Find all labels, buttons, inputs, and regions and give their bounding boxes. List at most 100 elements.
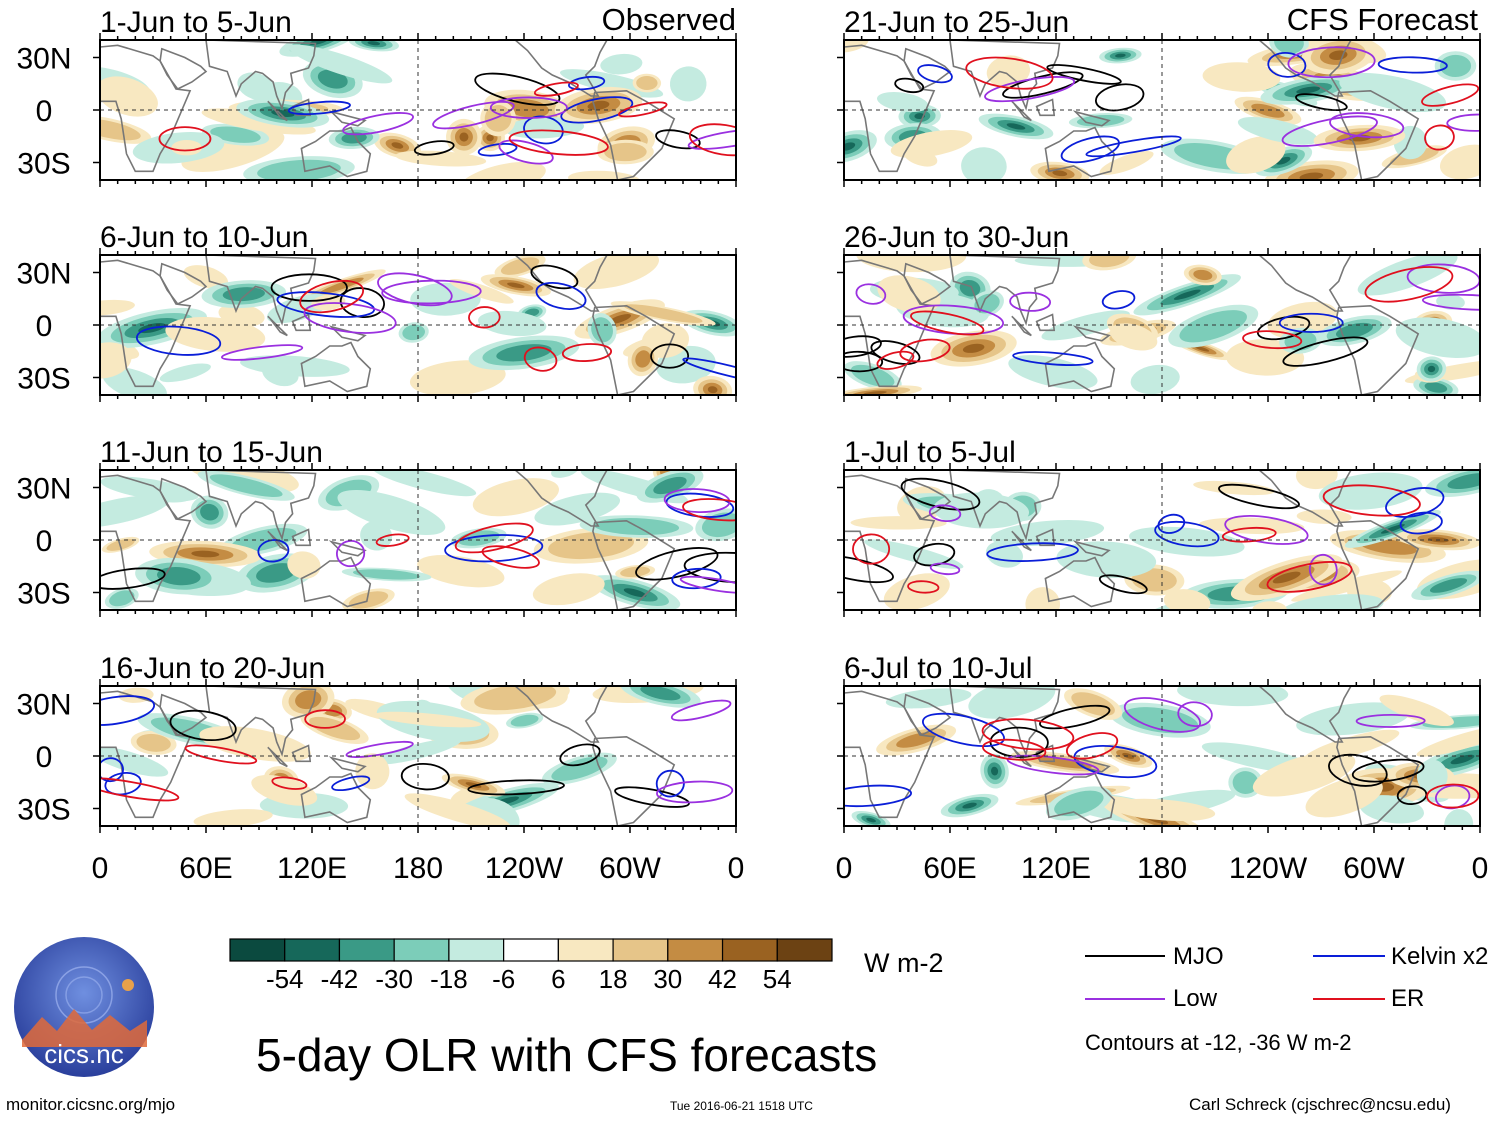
coastline <box>1011 315 1032 337</box>
contour-low <box>377 272 453 307</box>
contour-er <box>965 56 1054 90</box>
contour-er <box>876 350 915 370</box>
positive-anomaly <box>1226 136 1286 174</box>
positive-anomaly <box>1416 724 1480 757</box>
negative-anomaly <box>962 802 977 809</box>
site-link[interactable]: monitor.cicsnc.org/mjo <box>6 1095 176 1114</box>
contour-er <box>100 777 180 802</box>
positive-anomaly <box>1305 776 1383 818</box>
contour-mjo <box>1046 64 1122 85</box>
colorbar-swatch <box>393 938 450 962</box>
negative-anomaly <box>1429 578 1468 593</box>
contour-er <box>1065 732 1119 760</box>
positive-anomaly <box>604 142 647 162</box>
contour-er <box>454 522 534 554</box>
contour-mjo <box>894 77 925 94</box>
contour-er <box>304 709 346 729</box>
y-tick-label: 30S <box>17 794 70 827</box>
contour-kelvin-x2 <box>477 142 518 157</box>
positive-anomaly <box>484 104 512 132</box>
positive-anomaly <box>532 573 605 606</box>
colorbar: -54 -42 -30 -18 -6 6 18 30 42 54 <box>229 938 833 994</box>
negative-anomaly <box>1232 771 1259 794</box>
positive-anomaly <box>507 282 525 289</box>
contour-kelvin-x2 <box>135 325 222 356</box>
contour-er <box>1322 484 1421 517</box>
coastline <box>592 304 676 395</box>
figure-title: 5-day OLR with CFS forecasts <box>256 1029 878 1081</box>
positive-anomaly <box>474 686 557 711</box>
colorbar-label: -30 <box>375 964 413 994</box>
contour-mjo <box>844 335 882 358</box>
contour-mjo <box>844 350 884 373</box>
coastline <box>844 259 936 388</box>
contour-kelvin-x2 <box>276 291 376 318</box>
contour-mjo <box>270 273 348 302</box>
positive-anomaly <box>986 55 1031 88</box>
observed-label: Observed <box>601 2 736 37</box>
contour-er <box>1266 561 1353 593</box>
contour-kelvin-x2 <box>1385 487 1445 518</box>
colorbar-swatch <box>448 938 505 962</box>
coastline <box>267 315 288 337</box>
coastline <box>592 519 676 610</box>
positive-anomaly <box>635 350 651 368</box>
coastline <box>159 693 208 737</box>
panel-label: 1-Jun to 5-Jun <box>100 6 292 39</box>
contour-mjo <box>474 72 561 106</box>
contour-low <box>221 344 304 361</box>
contour-er <box>682 498 736 522</box>
contour-kelvin-x2 <box>104 772 142 796</box>
coastline <box>159 477 208 521</box>
negative-anomaly <box>1416 759 1448 793</box>
panel-6: 26-Jun to 30-Jun <box>837 221 1481 402</box>
negative-anomaly <box>1054 790 1104 817</box>
negative-anomaly <box>222 287 265 302</box>
contour-er <box>561 343 613 362</box>
negative-anomaly <box>1447 473 1480 490</box>
negative-anomaly <box>100 495 169 529</box>
panel-5: 21-Jun to 25-Jun <box>837 6 1481 187</box>
positive-anomaly <box>409 360 506 395</box>
contour-low <box>1009 291 1052 312</box>
panel-label: 21-Jun to 25-Jun <box>844 6 1069 39</box>
positive-anomaly <box>100 299 135 316</box>
negative-anomaly <box>866 817 876 823</box>
contour-mjo <box>1218 483 1300 510</box>
coastline <box>205 40 317 111</box>
contour-kelvin-x2 <box>671 567 722 590</box>
coastline <box>1044 772 1116 824</box>
contour-kelvin-x2 <box>1278 312 1344 333</box>
positive-anomaly <box>1193 480 1275 496</box>
coastline <box>1072 756 1111 773</box>
positive-anomaly <box>100 342 132 379</box>
negative-anomaly <box>257 159 341 180</box>
positive-anomaly <box>100 76 158 117</box>
positive-anomaly <box>309 716 361 741</box>
positive-anomaly <box>136 733 171 752</box>
coastline <box>205 470 317 541</box>
x-tick-label: 120W <box>485 852 564 885</box>
contour-kelvin-x2 <box>655 769 685 798</box>
coastline <box>300 556 372 608</box>
colorbar-label: 6 <box>551 964 565 994</box>
negative-anomaly <box>1444 809 1474 826</box>
positive-anomaly <box>548 531 635 560</box>
coastline <box>291 528 312 547</box>
negative-anomaly <box>352 569 421 580</box>
coastline <box>592 735 676 826</box>
contour-er <box>982 738 1047 761</box>
contour-low <box>1355 713 1426 728</box>
contour-low <box>984 76 1076 103</box>
coastline <box>1336 735 1420 826</box>
negative-anomaly <box>240 355 350 377</box>
contour-mjo <box>1002 71 1084 99</box>
contour-er <box>1242 330 1303 350</box>
contour-er <box>910 310 985 336</box>
contour-low <box>1281 115 1378 147</box>
y-tick-label: 0 <box>36 310 53 343</box>
coastline <box>100 259 192 388</box>
panel-7: 1-Jul to 5-Jul <box>837 436 1481 617</box>
y-tick-label: 0 <box>36 95 53 128</box>
contour-low <box>1308 553 1338 586</box>
